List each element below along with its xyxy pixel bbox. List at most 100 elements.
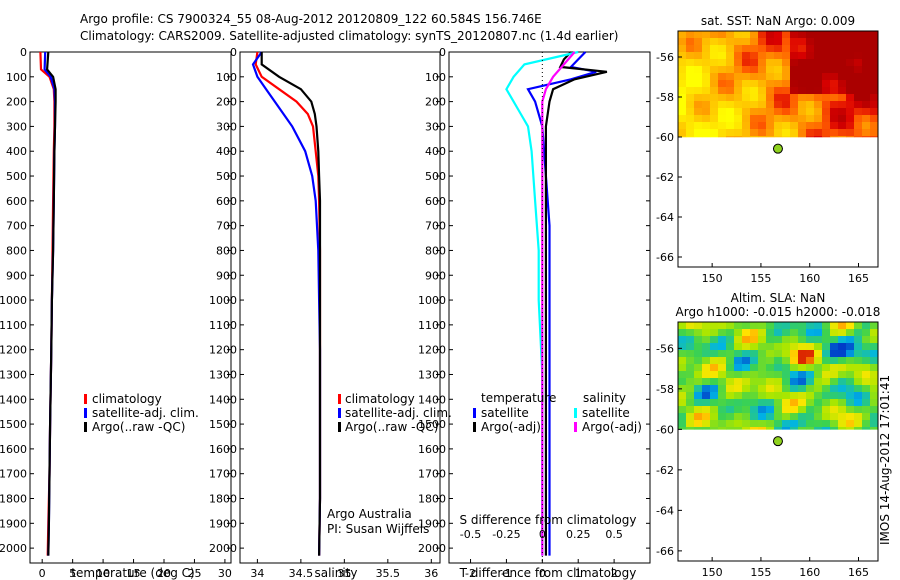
sst-cell [710,115,719,123]
sla-cell [862,371,871,379]
sst-cell [822,73,831,81]
sst-map-frame [677,30,879,268]
sst-cell [750,52,759,60]
temp-ytick-label-600: 600 [6,195,27,208]
sst-cell [790,80,799,88]
sla-cell [758,399,767,407]
sla-cell [718,392,727,400]
sst-cell [758,52,767,60]
sst-cell [702,122,711,130]
sla-cell [790,378,799,386]
diff-legend-sal-title: salinity [583,391,626,405]
sst-cell [734,38,743,46]
sla-cell [862,336,871,344]
sst-cell [846,59,855,67]
sla-cell [774,378,783,386]
sla-cell [838,385,847,393]
sst-cell [678,101,687,109]
sla-cell [830,399,839,407]
sst-cell [806,115,815,123]
sst-cell [726,45,735,53]
sla-cell [822,385,831,393]
sla-map-title-1: Altim. SLA: NaN [731,291,826,305]
sst-cell [814,59,823,67]
sla-cell [694,343,703,351]
sst-cell [678,87,687,95]
sst-cell [686,94,695,102]
sla-cell [734,392,743,400]
sla-cell [702,343,711,351]
sla-cell [758,392,767,400]
sst-cell [806,108,815,116]
sst-cell [782,101,791,109]
sla-cell [822,350,831,358]
sst-cell [766,122,775,130]
sst-cell [862,52,871,60]
sal-ytick-label-800: 800 [216,244,237,257]
sla-cell [782,357,791,365]
sla-cell [862,343,871,351]
sst-cell [862,38,871,46]
sst-cell [686,52,695,60]
sla-cell [702,385,711,393]
sst-cell [870,80,879,88]
sal-ytick-label-100: 100 [216,71,237,84]
sst-cell [862,80,871,88]
sst-cell [678,73,687,81]
sla-cell [870,371,879,379]
sst-cell [758,66,767,74]
sst-cell [758,108,767,116]
sst-cell [734,52,743,60]
sst-cell [710,66,719,74]
sla-cell [774,322,783,330]
sst-cell [790,129,799,137]
sst-cell [862,45,871,53]
sst-cell [790,94,799,102]
sst-cell [806,66,815,74]
sst-cell [814,136,823,138]
sla-cell [854,371,863,379]
sst-cell [798,115,807,123]
sla-cell [838,364,847,372]
sla-cell [822,336,831,344]
sla-cell [742,322,751,330]
sla-ytick-label--64: -64 [656,504,674,517]
temp-legend-swatch-1 [84,408,87,418]
sst-cell [758,115,767,123]
sla-cell [790,357,799,365]
sst-cell [694,66,703,74]
temp-xtick-label-2: 10 [96,567,110,580]
temp-legend-swatch-0 [84,394,87,404]
sla-cell [822,378,831,386]
sla-cell [798,378,807,386]
sla-cell [694,329,703,337]
sla-cell [822,343,831,351]
temp-ytick-label-1500: 1500 [0,418,27,431]
sla-cell [734,350,743,358]
sst-cell [862,108,871,116]
sla-xtick-label-150: 150 [702,566,723,579]
diff-ytick-label-1100: 1100 [418,319,446,332]
sla-cell [726,329,735,337]
sst-cell [750,87,759,95]
sla-cell [766,350,775,358]
sla-cell [718,364,727,372]
sst-cell [814,108,823,116]
sst-cell [710,45,719,53]
diff-ytick-label-200: 200 [425,96,446,109]
sla-cell [822,364,831,372]
sla-cell [742,343,751,351]
sst-cell [782,122,791,130]
sla-cell [782,420,791,428]
sst-cell [846,108,855,116]
sla-cell [726,364,735,372]
sst-cell [862,122,871,130]
sst-cell [718,80,727,88]
salinity-credit-1: Argo Australia [327,507,412,521]
diff-top-tick-label-2: 0 [539,528,546,541]
sla-cell [862,406,871,414]
sst-cell [854,87,863,95]
temp-ytick-label-800: 800 [6,244,27,257]
sst-cell [750,122,759,130]
diff-ytick-label-1800: 1800 [418,493,446,506]
